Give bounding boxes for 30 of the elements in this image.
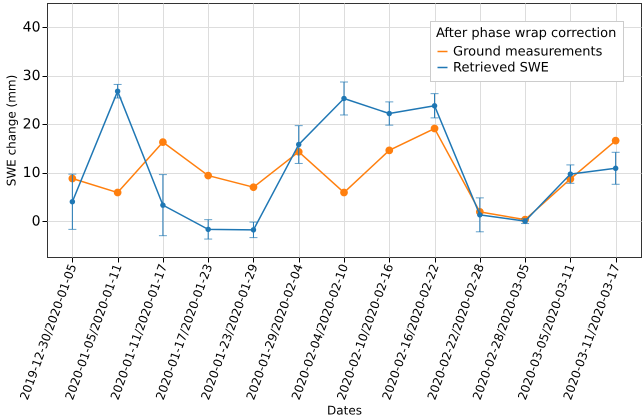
point	[477, 212, 483, 218]
y-tick-label: 40	[22, 20, 40, 36]
point	[296, 142, 302, 148]
legend-title: After phase wrap correction	[436, 26, 616, 41]
point	[341, 96, 347, 102]
point	[612, 136, 620, 145]
point	[204, 172, 212, 180]
point	[114, 88, 120, 94]
point	[386, 110, 392, 116]
legend-label: Retrieved SWE	[453, 60, 549, 76]
point	[432, 103, 438, 108]
point	[159, 138, 167, 146]
point	[70, 199, 76, 204]
y-axis-title: SWE change (mm)	[4, 74, 19, 186]
y-tick-label: 30	[22, 68, 40, 84]
point	[250, 227, 256, 233]
point	[340, 188, 348, 196]
y-tick-label: 0	[32, 214, 40, 230]
point	[385, 146, 394, 154]
y-tick-label: 20	[22, 116, 40, 133]
point	[205, 226, 211, 232]
point	[160, 202, 166, 208]
x-axis-title: Dates	[327, 403, 362, 418]
point	[114, 188, 122, 196]
y-tick-label: 10	[22, 165, 40, 182]
point	[612, 166, 618, 172]
point	[250, 183, 258, 192]
point	[430, 124, 438, 132]
legend-label: Ground measurements	[453, 44, 603, 60]
point	[568, 171, 574, 177]
